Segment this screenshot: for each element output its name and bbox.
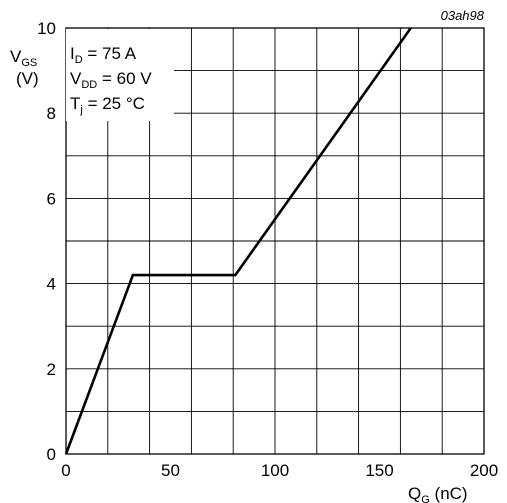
- vgs-curve: [64, 27, 412, 455]
- condition-supply-voltage: VDD = 60 V: [70, 69, 152, 91]
- y-axis-label: VGS: [10, 47, 37, 69]
- condition-drain-current: ID = 75 A: [70, 44, 137, 66]
- x-tick-label: 50: [161, 461, 180, 480]
- x-tick-label: 0: [61, 461, 70, 480]
- grid: [66, 28, 484, 454]
- y-axis-unit: (V): [16, 69, 39, 88]
- x-tick-label: 150: [365, 461, 393, 480]
- x-tick-labels: 0 50 100 150 200: [61, 461, 498, 480]
- y-tick-label: 0: [47, 445, 56, 464]
- x-tick-label: 200: [470, 461, 498, 480]
- conditions-box-background: [66, 29, 174, 121]
- x-tick-label: 100: [261, 461, 289, 480]
- y-tick-label: 2: [47, 360, 56, 379]
- x-axis-label: QG (nC): [408, 484, 468, 503]
- y-tick-label: 8: [47, 104, 56, 123]
- y-tick-label: 10: [37, 19, 56, 38]
- y-tick-label: 6: [47, 189, 56, 208]
- condition-junction-temp: Tj = 25 °C: [70, 94, 145, 116]
- figure-code: 03ah98: [441, 8, 485, 23]
- y-tick-labels: 0 2 4 6 8 10: [37, 19, 56, 464]
- conditions-box: ID = 75 A VDD = 60 V Tj = 25 °C: [70, 44, 152, 116]
- y-tick-label: 4: [47, 275, 56, 294]
- plot-frame: [65, 27, 485, 455]
